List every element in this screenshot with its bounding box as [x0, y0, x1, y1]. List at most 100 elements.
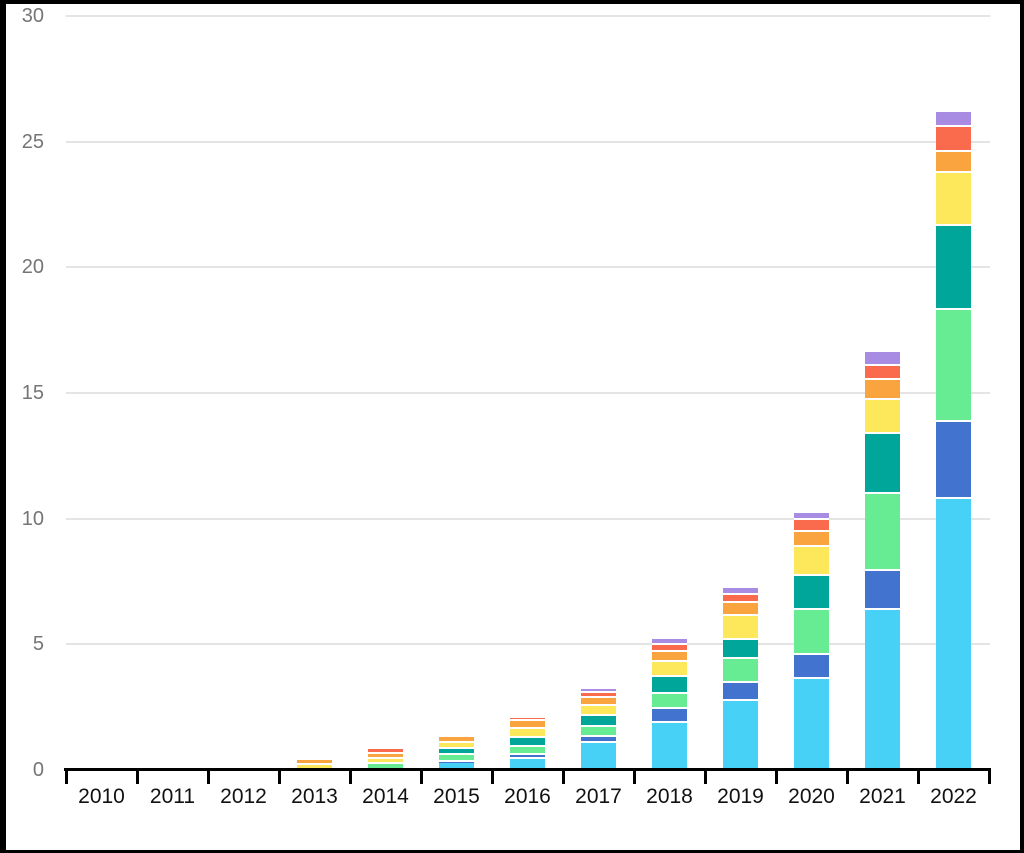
bar-segment-yellow — [439, 742, 474, 750]
bar-segment-light-green — [510, 746, 545, 756]
window-border-left — [0, 0, 6, 853]
bar-segment-purple — [652, 638, 687, 645]
bar-segment-sky-blue — [510, 759, 545, 768]
x-axis-tick — [562, 768, 565, 784]
bar-segment-orange — [510, 721, 545, 730]
bar-segment-teal — [439, 749, 474, 756]
bar-segment-teal — [723, 639, 758, 659]
x-axis-tick — [917, 768, 920, 784]
bar-segment-light-green — [439, 755, 474, 762]
gridline — [66, 266, 990, 268]
x-tick-label: 2019 — [717, 785, 764, 808]
bar-segment-light-green — [723, 658, 758, 683]
bar-segment-yellow — [723, 615, 758, 640]
x-tick-label: 2014 — [362, 785, 409, 808]
bar-segment-sky-blue — [581, 742, 616, 768]
y-tick-label: 0 — [32, 759, 44, 781]
bar-segment-purple — [581, 688, 616, 693]
x-tick-label: 2022 — [930, 785, 977, 808]
bar-segment-royal-blue — [936, 422, 971, 499]
window-border-bottom — [0, 850, 1024, 853]
window-border-right — [1020, 0, 1024, 853]
bar-segment-teal — [581, 716, 616, 727]
x-tick-label: 2017 — [575, 785, 622, 808]
bar-segment-yellow — [297, 765, 332, 768]
bar-segment-teal — [652, 677, 687, 694]
x-axis-tick — [633, 768, 636, 784]
y-tick-label: 25 — [21, 131, 44, 153]
x-tick-label: 2010 — [78, 785, 125, 808]
bar-segment-light-green — [581, 726, 616, 737]
bar-segment-orange — [652, 652, 687, 663]
x-tick-label: 2012 — [220, 785, 267, 808]
x-tick-label: 2018 — [646, 785, 693, 808]
gridline — [66, 392, 990, 394]
bar-segment-red-orange — [865, 365, 900, 380]
window-border-top — [0, 0, 1024, 4]
bar-segment-red-orange — [510, 717, 545, 722]
gridline — [66, 141, 990, 143]
bar-segment-orange — [368, 754, 403, 760]
gridline — [66, 643, 990, 645]
x-axis-tick — [775, 768, 778, 784]
bar-segment-royal-blue — [794, 654, 829, 679]
bar-segment-purple — [936, 111, 971, 127]
bar-segment-yellow — [794, 546, 829, 576]
x-axis-tick — [491, 768, 494, 784]
x-tick-label: 2015 — [433, 785, 480, 808]
bar-segment-orange — [723, 603, 758, 616]
bar-segment-red-orange — [652, 644, 687, 653]
gridline — [66, 518, 990, 520]
bar-segment-purple — [723, 588, 758, 595]
bar-segment-orange — [581, 697, 616, 707]
bar-segment-light-green — [936, 310, 971, 423]
bar-segment-light-green — [794, 609, 829, 655]
x-axis-tick — [65, 768, 68, 784]
x-tick-label: 2021 — [859, 785, 906, 808]
bar-segment-royal-blue — [865, 570, 900, 610]
bar-segment-sky-blue — [936, 499, 971, 768]
bar-segment-yellow — [936, 173, 971, 227]
x-axis-tick — [278, 768, 281, 784]
x-axis-tick — [704, 768, 707, 784]
bar-segment-orange — [936, 152, 971, 174]
bar-segment-light-green — [865, 493, 900, 571]
x-axis-tick — [988, 768, 991, 784]
bar-segment-sky-blue — [865, 609, 900, 768]
bar-segment-teal — [865, 433, 900, 494]
bar-segment-red-orange — [368, 749, 403, 755]
bar-segment-yellow — [510, 729, 545, 738]
bar-segment-royal-blue — [581, 736, 616, 743]
y-tick-label: 5 — [32, 633, 44, 655]
x-tick-label: 2013 — [291, 785, 338, 808]
bar-segment-royal-blue — [510, 755, 545, 760]
bar-segment-orange — [297, 760, 332, 766]
bar-segment-sky-blue — [794, 678, 829, 768]
x-axis-line — [64, 768, 991, 771]
bar-segment-red-orange — [723, 594, 758, 604]
y-tick-label: 10 — [21, 508, 44, 530]
bar-segment-teal — [510, 737, 545, 747]
bar-segment-royal-blue — [439, 761, 474, 763]
bar-segment-light-green — [652, 693, 687, 709]
gridline — [66, 15, 990, 17]
bar-segment-light-green — [368, 764, 403, 768]
bar-segment-yellow — [865, 399, 900, 434]
x-tick-label: 2011 — [149, 785, 196, 808]
y-tick-label: 30 — [21, 5, 44, 27]
bar-segment-yellow — [368, 759, 403, 765]
bar-segment-yellow — [581, 706, 616, 717]
bar-segment-sky-blue — [723, 701, 758, 768]
x-axis-tick — [207, 768, 210, 784]
bar-segment-royal-blue — [723, 682, 758, 702]
bar-segment-red-orange — [581, 692, 616, 698]
bar-segment-teal — [794, 575, 829, 610]
bar-segment-orange — [439, 736, 474, 743]
bar-segment-teal — [936, 226, 971, 311]
y-tick-label: 20 — [21, 256, 44, 278]
x-axis-tick — [136, 768, 139, 784]
bar-segment-purple — [865, 351, 900, 366]
y-tick-label: 15 — [21, 382, 44, 404]
